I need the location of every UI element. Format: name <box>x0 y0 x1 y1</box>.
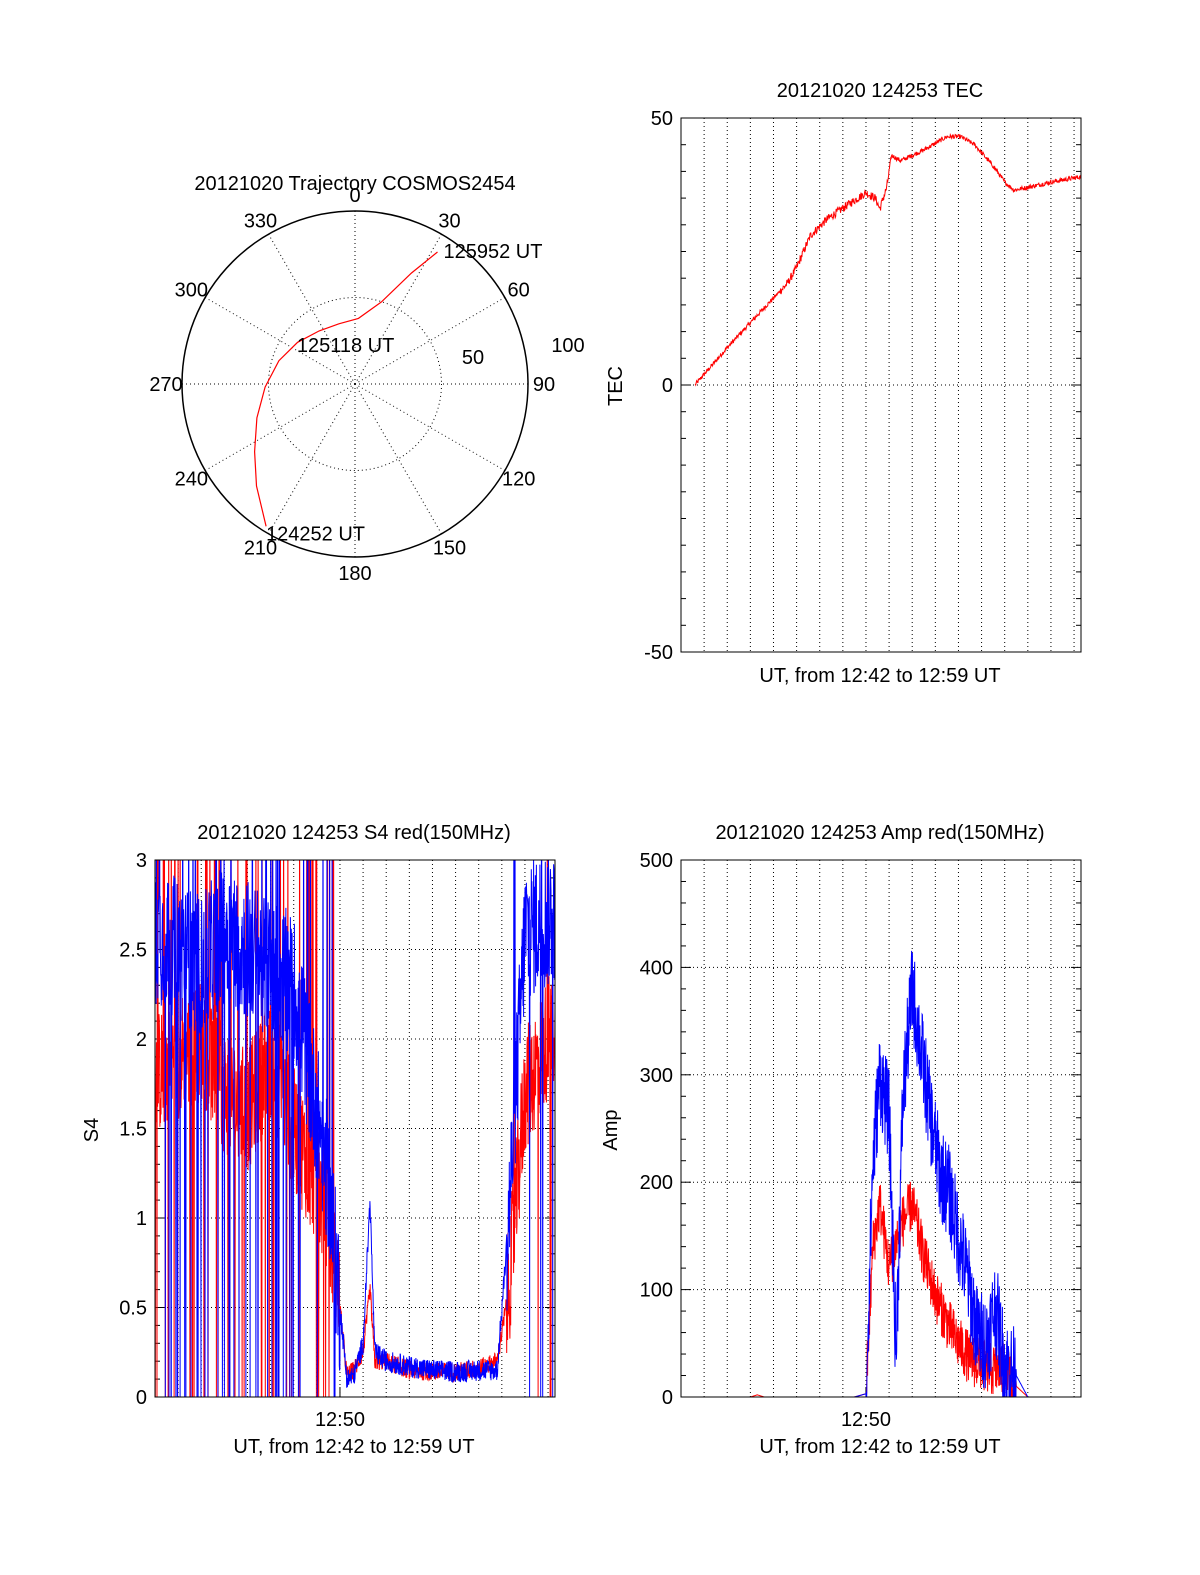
azimuth-label-90: 90 <box>533 374 555 396</box>
spoke-330 <box>268 233 356 385</box>
track-time-label: 125118 UT <box>297 335 394 357</box>
plot-frame <box>154 859 556 1398</box>
series-line-1 <box>681 950 1081 1397</box>
azimuth-label-180: 180 <box>338 563 371 585</box>
s4-ylabel: S4 <box>81 1118 103 1142</box>
s4-xlabel: UT, from 12:42 to 12:59 UT <box>233 1436 474 1458</box>
track-time-label: 124252 UT <box>266 523 365 545</box>
azimuth-label-270: 270 <box>149 374 182 396</box>
azimuth-label-120: 120 <box>502 469 535 491</box>
s4-panel: 20121020 124253 S4 red(150MHz) UT, from … <box>81 822 556 1458</box>
y-tick-label: 50 <box>651 108 673 130</box>
tec-ylabel: TEC <box>605 366 627 406</box>
y-tick-label: -50 <box>644 642 673 664</box>
plot-frame <box>680 117 1082 653</box>
s4-title: 20121020 124253 S4 red(150MHz) <box>197 822 511 844</box>
spoke-240 <box>204 383 356 471</box>
y-tick-label: 0 <box>662 375 673 397</box>
amp-ylabel: Amp <box>600 1109 622 1150</box>
polar-labels: 0 30 60 90 120 150 180 210 240 270 300 330 50 100 <box>149 185 584 585</box>
x-tick-label: 12:50 <box>315 1409 365 1431</box>
azimuth-label-150: 150 <box>433 538 466 560</box>
y-tick-label: 100 <box>640 1280 673 1302</box>
amp-plot: 0 100 200 300 400 500 12:50 <box>640 850 1082 1431</box>
azimuth-label-330: 330 <box>244 210 277 232</box>
spoke-60 <box>354 297 506 385</box>
y-tick-label: 200 <box>640 1172 673 1194</box>
trajectory-track: 124252 UT 125118 UT 125952 UT <box>253 241 543 545</box>
azimuth-label-0: 0 <box>349 185 360 207</box>
azimuth-label-240: 240 <box>175 469 208 491</box>
y-tick-label: 300 <box>640 1065 673 1087</box>
trajectory-title: 20121020 Trajectory COSMOS2454 <box>194 173 515 195</box>
series-line-0 <box>694 133 1081 387</box>
y-tick-label: 2.5 <box>119 940 147 962</box>
spoke-150 <box>354 383 442 535</box>
track-time-label: 125952 UT <box>444 241 543 263</box>
amp-panel: 20121020 124253 Amp red(150MHz) UT, from… <box>600 822 1082 1458</box>
y-tick-label: 0 <box>662 1387 673 1409</box>
amp-title: 20121020 124253 Amp red(150MHz) <box>715 822 1044 844</box>
y-tick-label: 0 <box>136 1387 147 1409</box>
polar-grid <box>181 210 529 558</box>
y-tick-label: 0.5 <box>119 1298 147 1320</box>
azimuth-label-60: 60 <box>508 280 530 302</box>
tec-xlabel: UT, from 12:42 to 12:59 UT <box>759 665 1000 687</box>
y-tick-label: 3 <box>136 850 147 872</box>
series-line-0 <box>155 860 555 1397</box>
y-tick-label: 400 <box>640 957 673 979</box>
y-tick-label: 500 <box>640 850 673 872</box>
azimuth-label-210: 210 <box>244 538 277 560</box>
series-line-1 <box>155 860 555 1397</box>
amp-xlabel: UT, from 12:42 to 12:59 UT <box>759 1436 1000 1458</box>
x-tick-label: 12:50 <box>841 1409 891 1431</box>
za50-circle <box>268 297 442 471</box>
spoke-210 <box>268 383 356 535</box>
plot-frame <box>680 859 1082 1398</box>
y-tick-label: 1 <box>136 1208 147 1230</box>
tec-panel: 20121020 124253 TEC UT, from 12:42 to 12… <box>605 80 1082 687</box>
tec-plot: -50 0 50 <box>644 108 1082 664</box>
s4-plot: 0 0.5 1 1.5 2 2.5 3 12:50 <box>119 850 556 1431</box>
azimuth-label-30: 30 <box>438 210 460 232</box>
trajectory-line <box>253 251 438 527</box>
tec-title: 20121020 124253 TEC <box>777 80 983 102</box>
trajectory-panel: 20121020 Trajectory COSMOS2454 030609012… <box>149 173 584 585</box>
y-tick-label: 2 <box>136 1029 147 1051</box>
spoke-120 <box>354 383 506 471</box>
radial-label-100: 100 <box>551 335 584 357</box>
spoke-300 <box>204 297 356 385</box>
y-tick-label: 1.5 <box>119 1119 147 1141</box>
radial-label-50: 50 <box>462 347 484 369</box>
spoke-30 <box>354 233 442 385</box>
azimuth-label-300: 300 <box>175 280 208 302</box>
